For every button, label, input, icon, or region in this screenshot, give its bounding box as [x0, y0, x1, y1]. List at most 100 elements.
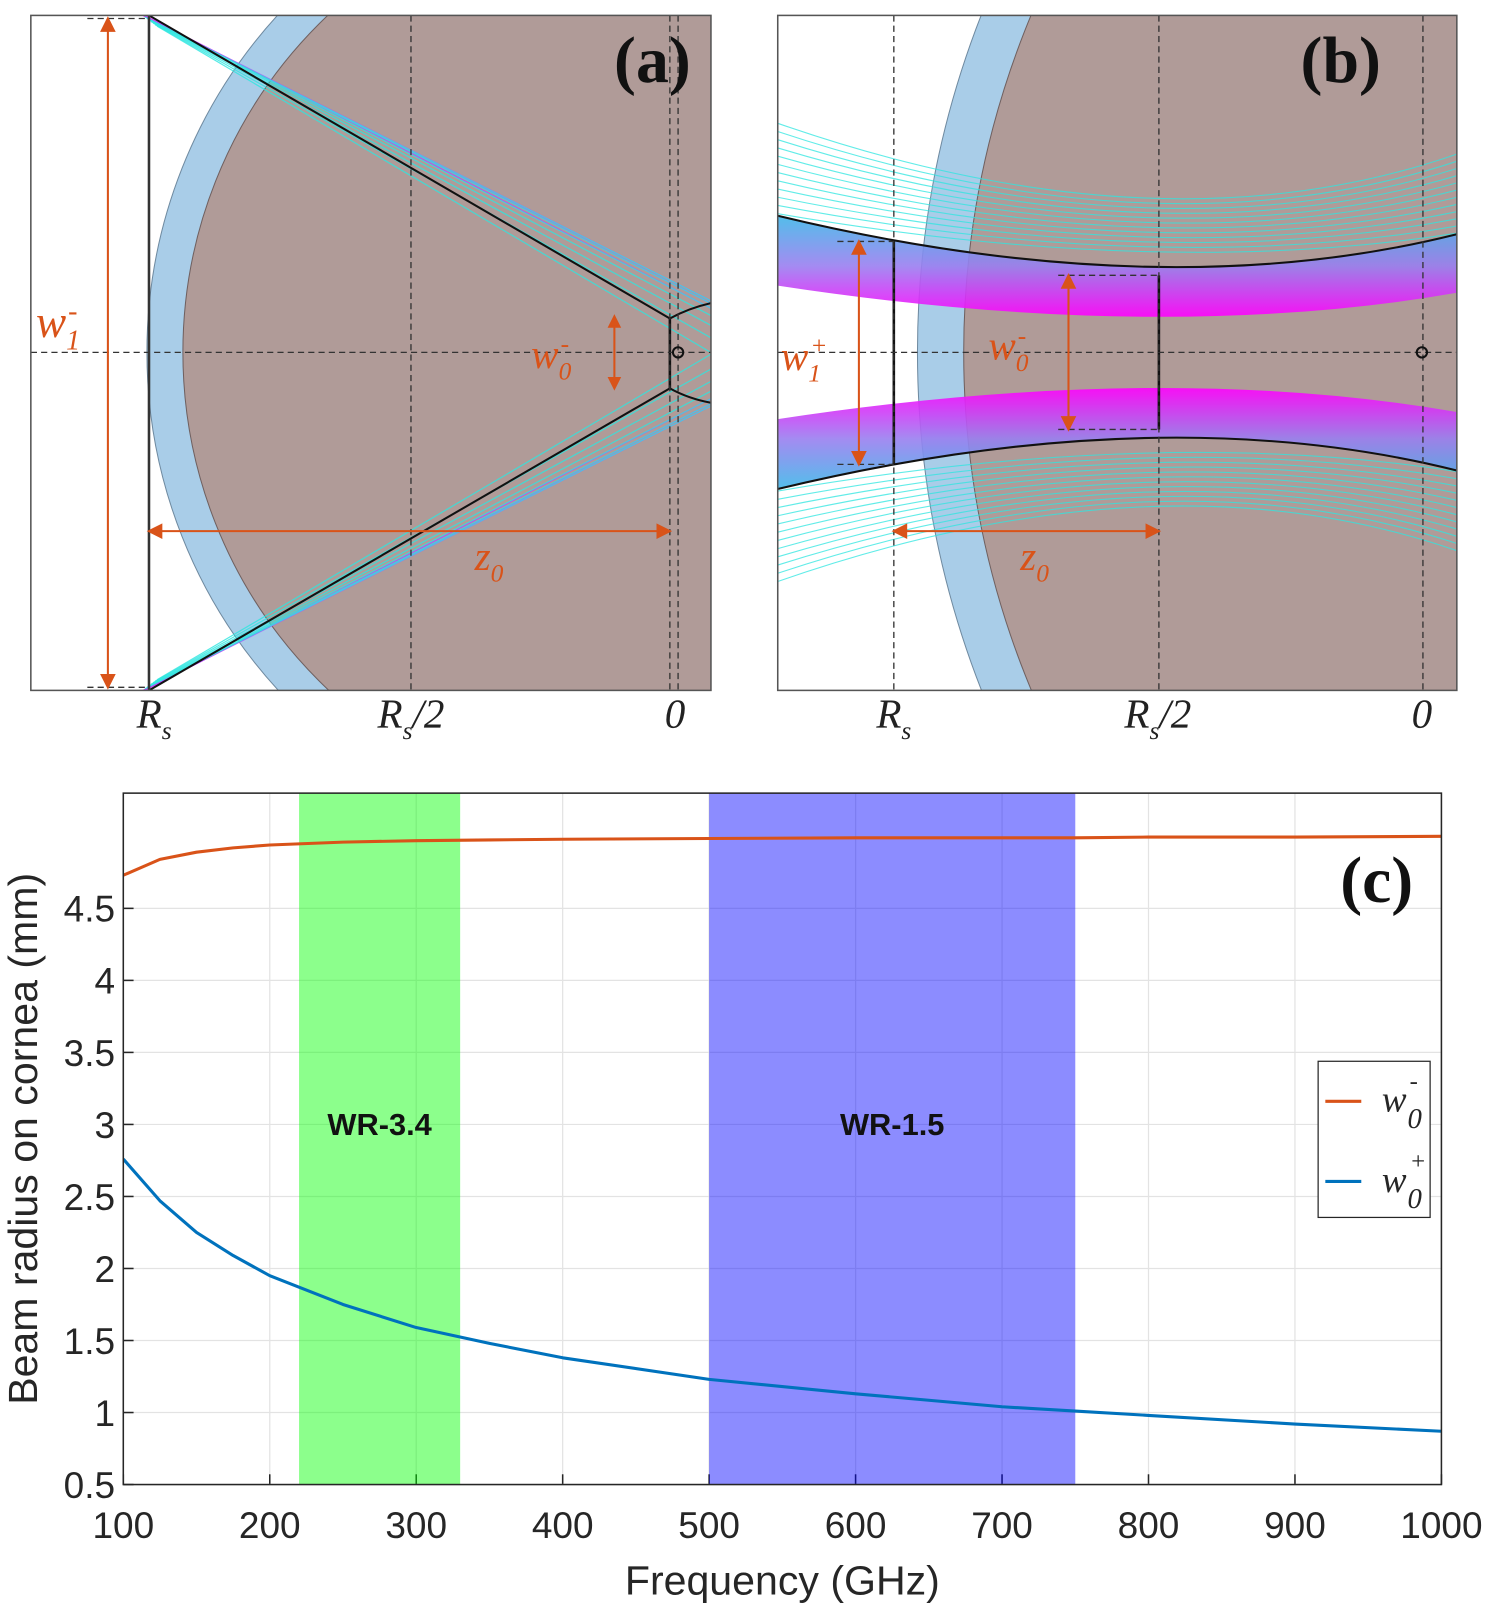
fan-line	[152, 22, 711, 327]
y-tick-label: 1.5	[64, 1321, 115, 1362]
fan-line	[777, 180, 1457, 234]
label-after: /2	[1157, 690, 1191, 736]
fan-line	[777, 213, 1457, 253]
label-sub: s	[403, 716, 413, 745]
label-sub: s	[901, 716, 911, 745]
fan-line	[777, 147, 1457, 214]
beam-edge	[777, 214, 1457, 269]
x-tick-label: 300	[385, 1505, 447, 1546]
fan-line	[777, 172, 1457, 229]
arrows	[851, 239, 1162, 539]
fan-line	[146, 403, 711, 688]
label-sub: 0	[1016, 348, 1029, 377]
y-axis-label: Beam radius on cornea (mm)	[0, 873, 46, 1405]
band-label: WR-3.4	[327, 1107, 431, 1142]
rich-label: w 1-	[36, 296, 80, 357]
panel-label: (b)	[1301, 24, 1381, 97]
legend-label: w	[1382, 1079, 1407, 1120]
fan-line	[148, 19, 711, 309]
label-sub: s	[1149, 716, 1159, 745]
fan-line	[777, 122, 1457, 200]
fan-line	[777, 155, 1457, 219]
fan-line	[777, 461, 1457, 509]
fan-line	[777, 204, 1457, 248]
y-tick-label: 3	[95, 1105, 116, 1146]
beam-edge	[777, 436, 1457, 491]
bands	[299, 793, 1076, 1485]
panel-frame	[776, 14, 1458, 692]
fan-line	[777, 451, 1457, 492]
legend-sub: 0	[1408, 1183, 1423, 1215]
beam-edge	[148, 15, 671, 320]
fan-line	[777, 481, 1457, 541]
legend-label: w	[1382, 1159, 1407, 1200]
x-tick-label: 100	[92, 1505, 154, 1546]
label-text: 0	[665, 690, 686, 736]
fan-line	[777, 188, 1457, 239]
fan-line	[144, 405, 711, 690]
y-tick-label: 0.5	[64, 1465, 115, 1506]
lines	[123, 834, 1442, 1433]
fan-line	[777, 490, 1457, 558]
series-line	[123, 1157, 1442, 1433]
legend-sup: -	[1410, 1068, 1418, 1095]
label-sup: -	[1018, 321, 1026, 350]
label-sub: 1	[66, 326, 80, 357]
label-text: w	[36, 297, 66, 347]
beam-edge	[148, 387, 671, 691]
label-sub: s	[162, 716, 172, 745]
label-text: w	[531, 331, 559, 377]
fan-line	[148, 398, 711, 687]
label-sup: -	[68, 296, 77, 327]
panel-a-drawing	[30, 15, 711, 691]
beam-fan	[777, 122, 1457, 583]
fan-line	[777, 505, 1457, 583]
panel-frame	[30, 14, 712, 692]
fan-line	[777, 130, 1457, 205]
panel-label: (c)	[1340, 844, 1413, 917]
y-tick-label: 1	[95, 1393, 116, 1434]
legend-box	[1317, 1060, 1431, 1219]
rich-label: w 0-	[988, 321, 1028, 377]
label-text: R	[376, 690, 402, 736]
x-tick-label: 500	[678, 1505, 740, 1546]
y-tick-label: 3.5	[64, 1033, 115, 1074]
x-tick-label: 700	[971, 1505, 1033, 1546]
label-text: z	[474, 533, 491, 579]
rich-label: 0	[1412, 690, 1433, 736]
x-tick-label: 900	[1264, 1505, 1326, 1546]
label-after: /2	[410, 690, 444, 736]
fan-line	[156, 25, 711, 354]
fan-line	[777, 495, 1457, 566]
fan-line	[146, 17, 711, 304]
label-text: z	[1019, 533, 1036, 579]
focus-marker	[1415, 346, 1429, 359]
label-text: 0	[1412, 690, 1433, 736]
beam-edge	[669, 302, 711, 404]
label-sub: 0	[491, 559, 504, 588]
chart-text: 100 200 300 400 500 600 700 800 900 10000.511.522…	[0, 844, 1483, 1603]
fan-line	[777, 196, 1457, 244]
guides	[777, 15, 1457, 691]
x-tick-label: 800	[1118, 1505, 1180, 1546]
label-sub: 0	[559, 356, 572, 385]
label-sup: +	[810, 331, 827, 360]
fan-line	[777, 163, 1457, 224]
fan-line	[156, 353, 711, 681]
panel-label: (a)	[614, 24, 691, 97]
band	[709, 793, 1076, 1485]
fan-line	[777, 486, 1457, 550]
label-sup: -	[561, 329, 569, 358]
label-text: R	[875, 690, 901, 736]
x-tick-label: 1000	[1400, 1505, 1482, 1546]
x-axis-label: Frequency (GHz)	[625, 1557, 940, 1603]
fan-line	[777, 500, 1457, 574]
legend-sup: +	[1410, 1148, 1427, 1175]
legend: w -0w +0	[1317, 1060, 1431, 1219]
